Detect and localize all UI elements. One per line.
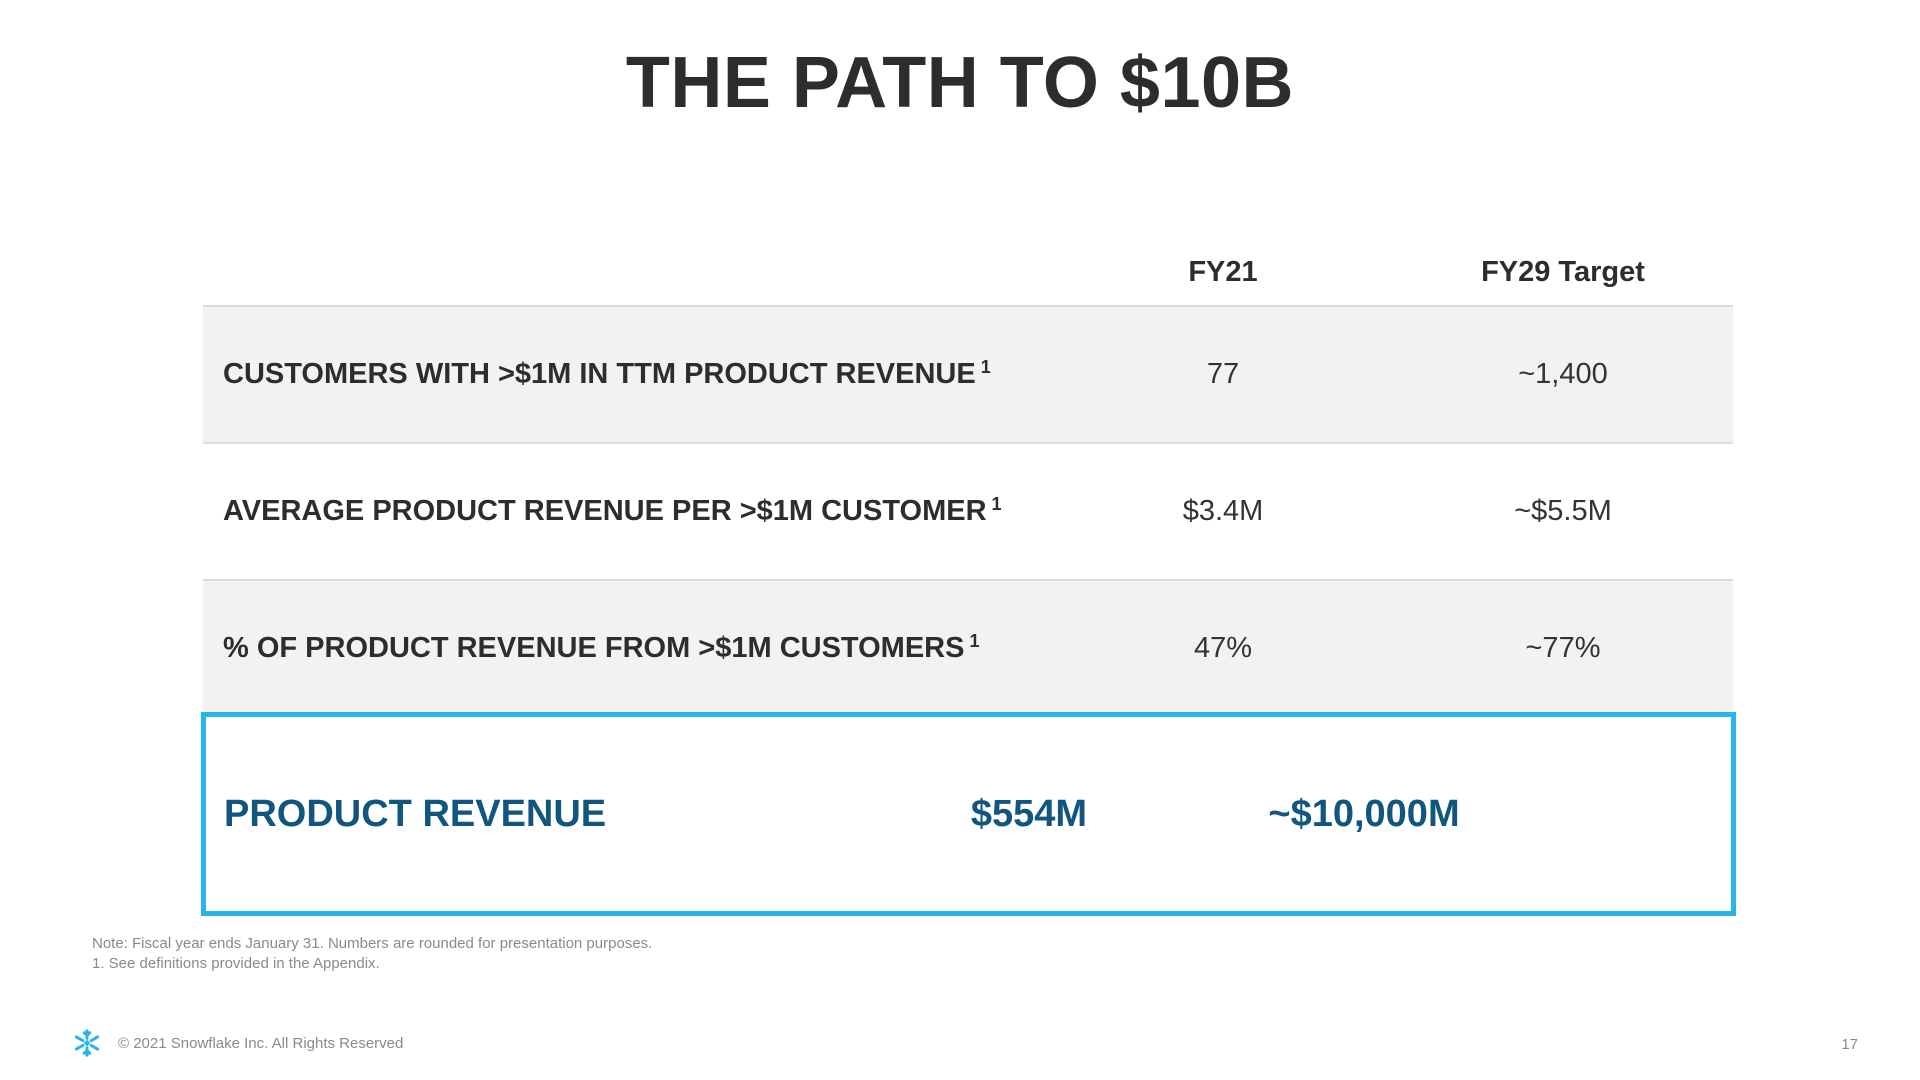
product-revenue-fy29: ~$10,000M xyxy=(1268,793,1460,835)
fy21-value: 77 xyxy=(1206,358,1240,390)
page-number: 17 xyxy=(1841,1036,1858,1053)
footnote-marker: 1 xyxy=(991,494,1002,514)
product-revenue-label: PRODUCT REVENUE xyxy=(224,793,607,835)
product-revenue-highlight: PRODUCT REVENUE $554M ~$10,000M xyxy=(201,712,1736,916)
row-label: AVERAGE PRODUCT REVENUE PER >$1M CUSTOME… xyxy=(223,494,1002,527)
fy21-value: 47% xyxy=(1193,632,1253,664)
table-row: % OF PRODUCT REVENUE FROM >$1M CUSTOMERS… xyxy=(203,581,1733,716)
metrics-table: FY21 FY29 Target CUSTOMERS WITH >$1M IN … xyxy=(203,250,1733,716)
slide-title: THE PATH TO $10B xyxy=(625,43,1295,123)
note-line: Note: Fiscal year ends January 31. Numbe… xyxy=(92,935,653,952)
table-header: FY21 FY29 Target xyxy=(203,250,1733,307)
fy29-value: ~$5.5M xyxy=(1514,495,1612,527)
product-revenue-fy21: $554M xyxy=(970,793,1088,835)
table-row: AVERAGE PRODUCT REVENUE PER >$1M CUSTOME… xyxy=(203,444,1733,581)
column-header-fy21: FY21 xyxy=(1188,256,1258,288)
footnote-marker: 1 xyxy=(969,631,980,651)
note-line: 1. See definitions provided in the Appen… xyxy=(92,955,380,972)
fy21-value: $3.4M xyxy=(1182,495,1264,527)
row-label: CUSTOMERS WITH >$1M IN TTM PRODUCT REVEN… xyxy=(223,357,991,390)
snowflake-icon xyxy=(74,1029,100,1057)
footnotes: Note: Fiscal year ends January 31. Numbe… xyxy=(92,934,652,974)
fy29-value: ~1,400 xyxy=(1518,358,1608,390)
table-row: CUSTOMERS WITH >$1M IN TTM PRODUCT REVEN… xyxy=(203,307,1733,444)
copyright-text: © 2021 Snowflake Inc. All Rights Reserve… xyxy=(118,1035,404,1052)
fy29-value: ~77% xyxy=(1525,632,1601,664)
row-label: % OF PRODUCT REVENUE FROM >$1M CUSTOMERS… xyxy=(223,631,980,664)
column-header-fy29-target: FY29 Target xyxy=(1481,256,1645,288)
footnote-marker: 1 xyxy=(980,357,991,377)
